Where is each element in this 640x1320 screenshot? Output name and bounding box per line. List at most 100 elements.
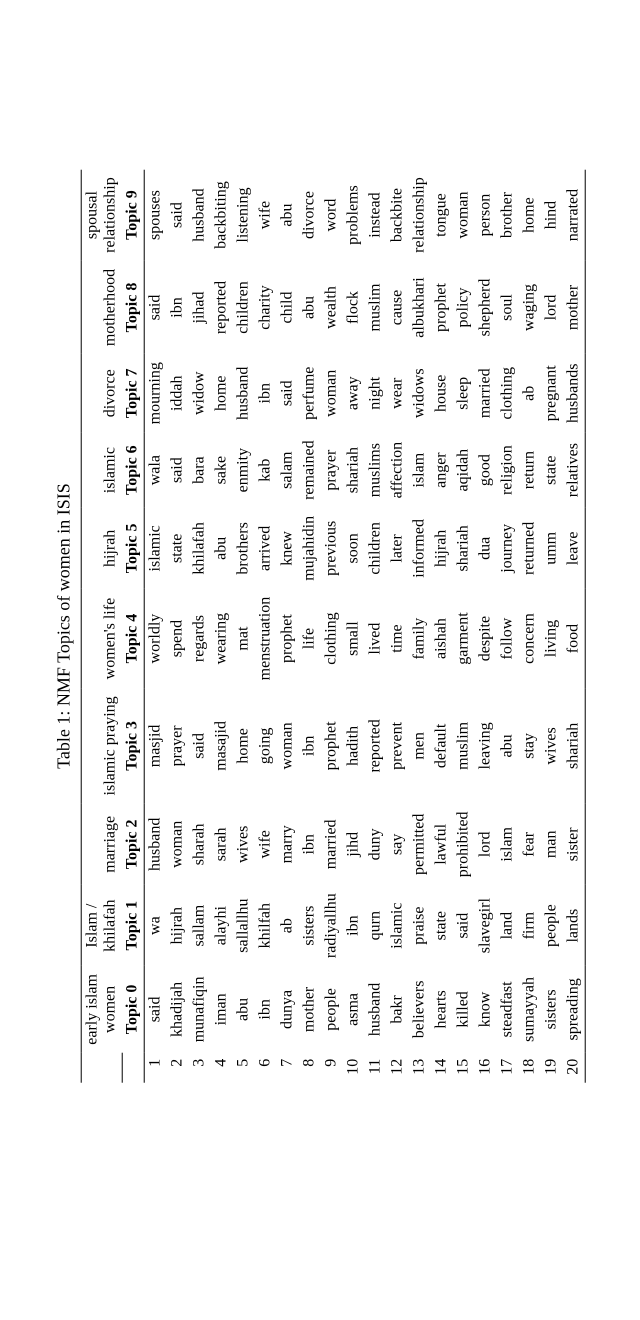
table-cell: lands: [563, 885, 586, 966]
table-cell: abu: [277, 169, 299, 261]
table-cell: food: [563, 589, 586, 689]
table-cell: firm: [519, 885, 541, 966]
table-cell: muslim: [365, 261, 387, 354]
table-cell: marry: [277, 803, 299, 885]
row-number: 14: [431, 1053, 453, 1083]
table-cell: duny: [365, 803, 387, 885]
category-row: early islamwomenIslam /khilafahmarriagei…: [82, 169, 123, 1082]
table-cell: going: [255, 688, 277, 803]
table-cell: know: [475, 966, 497, 1053]
table-cell: ibn: [299, 688, 321, 803]
table-cell: sister: [563, 803, 586, 885]
table-row: 8mothersistersibnibnlifemujahidinremaine…: [299, 169, 321, 1082]
table-cell: iddah: [167, 354, 189, 432]
topic-header: Topic 6: [122, 432, 145, 508]
table-cell: wives: [233, 803, 255, 885]
table-cell: returned: [519, 508, 541, 589]
table-cell: islamic: [145, 508, 168, 589]
table-row: 16knowslavegirllordleavingdespiteduagood…: [475, 169, 497, 1082]
table-cell: jihad: [189, 261, 211, 354]
table-cell: shariah: [563, 688, 586, 803]
topic-header: Topic 8: [122, 261, 145, 354]
table-cell: married: [475, 354, 497, 432]
table-cell: prophet: [431, 261, 453, 354]
table-row: 19sisterspeoplemanwiveslivingummstatepre…: [541, 169, 563, 1082]
table-cell: muslims: [365, 432, 387, 508]
table-cell: believers: [409, 966, 431, 1053]
table-cell: albukhari: [409, 261, 431, 354]
table-cell: pregnant: [541, 354, 563, 432]
table-cell: soul: [497, 261, 519, 354]
table-cell: small: [343, 589, 365, 689]
rotated-table-container: Table 1: NMF Topics of women in ISIS ear…: [54, 169, 586, 1082]
category-header: motherhood: [82, 261, 123, 354]
table-cell: lord: [475, 803, 497, 885]
table-cell: ibn: [299, 803, 321, 885]
table-cell: religion: [497, 432, 519, 508]
table-cell: khilafah: [189, 508, 211, 589]
table-cell: person: [475, 169, 497, 261]
table-cell: kab: [255, 432, 277, 508]
table-cell: mother: [299, 966, 321, 1053]
table-cell: widow: [189, 354, 211, 432]
row-number: 19: [541, 1053, 563, 1083]
table-cell: khilfah: [255, 885, 277, 966]
table-cell: state: [541, 432, 563, 508]
table-cell: ibn: [255, 966, 277, 1053]
table-cell: husband: [189, 169, 211, 261]
table-cell: dunya: [277, 966, 299, 1053]
table-cell: people: [541, 885, 563, 966]
table-cell: wearing: [211, 589, 233, 689]
table-cell: sallallhu: [233, 885, 255, 966]
topic-header: Topic 9: [122, 169, 145, 261]
table-row: 13believerspraisepermittedmenfamilyinfor…: [409, 169, 431, 1082]
table-cell: ab: [519, 354, 541, 432]
table-cell: despite: [475, 589, 497, 689]
table-cell: radiyallhu: [321, 885, 343, 966]
table-row: 15killedsaidprohibitedmuslimgarmentshari…: [453, 169, 475, 1082]
table-cell: shariah: [343, 432, 365, 508]
table-cell: flock: [343, 261, 365, 354]
row-number: 10: [343, 1053, 365, 1083]
table-cell: islam: [497, 803, 519, 885]
row-number: 9: [321, 1053, 343, 1083]
topic-header: Topic 3: [122, 688, 145, 803]
table-cell: stay: [519, 688, 541, 803]
category-header: spousalrelationship: [82, 169, 123, 261]
row-number: 16: [475, 1053, 497, 1083]
table-cell: concern: [519, 589, 541, 689]
table-cell: house: [431, 354, 453, 432]
table-cell: men: [409, 688, 431, 803]
table-cell: problems: [343, 169, 365, 261]
table-cell: umm: [541, 508, 563, 589]
topic-header: Topic 4: [122, 589, 145, 689]
table-cell: ibn: [255, 354, 277, 432]
table-cell: killed: [453, 966, 475, 1053]
table-cell: life: [299, 589, 321, 689]
table-cell: abu: [497, 688, 519, 803]
table-cell: backbiting: [211, 169, 233, 261]
table-cell: home: [233, 688, 255, 803]
table-cell: spreading: [563, 966, 586, 1053]
table-cell: khadijah: [167, 966, 189, 1053]
table-cell: abu: [211, 508, 233, 589]
table-cell: child: [277, 261, 299, 354]
table-cell: leaving: [475, 688, 497, 803]
table-cell: reported: [365, 688, 387, 803]
table-cell: narrated: [563, 169, 586, 261]
table-cell: ibn: [167, 261, 189, 354]
table-cell: sake: [211, 432, 233, 508]
table-row: 9peopleradiyallhumarriedprophetclothingp…: [321, 169, 343, 1082]
category-header: islamic: [82, 432, 123, 508]
table-cell: mother: [563, 261, 586, 354]
table-cell: steadfast: [497, 966, 519, 1053]
row-number: 18: [519, 1053, 541, 1083]
table-body: 1saidwahusbandmasjidworldlyislamicwalamo…: [145, 169, 586, 1082]
table-cell: hearts: [431, 966, 453, 1053]
table-cell: reported: [211, 261, 233, 354]
table-cell: prophet: [321, 688, 343, 803]
table-cell: said: [145, 966, 168, 1053]
table-cell: said: [145, 261, 168, 354]
table-cell: islamic: [387, 885, 409, 966]
table-cell: woman: [453, 169, 475, 261]
